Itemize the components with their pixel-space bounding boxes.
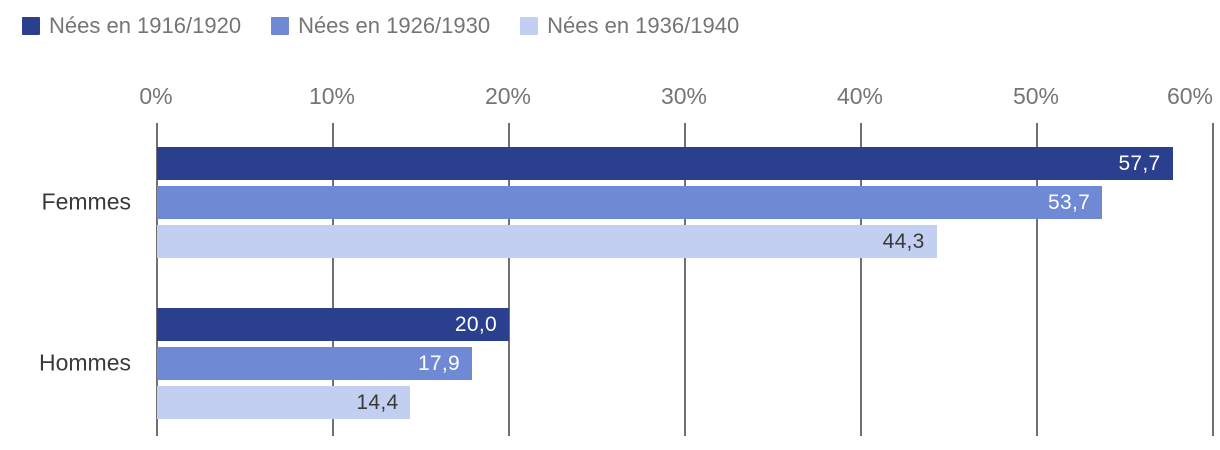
legend-item-label: Nées en 1936/1940 xyxy=(547,13,740,38)
gridline: 40% xyxy=(837,83,883,436)
bar-value-label: 14,4 xyxy=(356,390,399,414)
bar-hommes-nees-1926-1930[interactable]: 17,9 xyxy=(157,347,473,380)
legend-item-nees-1916-1920[interactable]: Nées en 1916/1920 xyxy=(22,13,241,39)
x-tick-label: 30% xyxy=(660,83,708,109)
bar-value-label: 44,3 xyxy=(882,229,925,253)
legend: Nées en 1916/1920 Nées en 1926/1930 Nées… xyxy=(22,13,739,39)
bar-value-label: 17,9 xyxy=(417,351,461,375)
gridline: 0% xyxy=(139,83,173,436)
x-tick-label: 60% xyxy=(1166,83,1213,109)
bar-value-label: 53,7 xyxy=(1048,190,1091,214)
x-tick-label: 40% xyxy=(836,83,884,109)
x-tick-label: 10% xyxy=(308,83,356,109)
bar-hommes-nees-1936-1940[interactable]: 14,4 xyxy=(157,386,411,419)
legend-item-nees-1936-1940[interactable]: Nées en 1936/1940 xyxy=(520,13,739,39)
plot-area: 0% 10% 20% 30% 40% 50% 60% 57,7 53,7 xyxy=(39,83,1214,436)
x-tick-label: 20% xyxy=(484,83,532,109)
bar-femmes-nees-1926-1930[interactable]: 53,7 xyxy=(157,186,1103,219)
bar-value-label: 57,7 xyxy=(1118,151,1161,175)
x-tick-label: 0% xyxy=(139,83,173,109)
legend-swatch-icon xyxy=(22,17,40,35)
bar-femmes-nees-1916-1920[interactable]: 57,7 xyxy=(157,147,1173,180)
gridline: 20% xyxy=(485,83,531,436)
x-tick-label: 50% xyxy=(1012,83,1060,109)
bar-hommes-nees-1916-1920[interactable]: 20,0 xyxy=(157,308,509,341)
legend-item-label: Nées en 1916/1920 xyxy=(49,13,242,38)
gridline: 60% xyxy=(1167,83,1214,436)
bar-group-hommes: 20,0 17,9 14,4 xyxy=(157,308,1213,425)
category-label-hommes: Hommes xyxy=(38,349,131,376)
bar-group-femmes: 57,7 53,7 44,3 xyxy=(157,147,1213,264)
bar-value-label: 20,0 xyxy=(454,312,497,336)
gridline: 50% xyxy=(1013,83,1059,436)
legend-swatch-icon xyxy=(520,17,539,35)
category-label-femmes: Femmes xyxy=(41,188,131,215)
legend-item-label: Nées en 1926/1930 xyxy=(298,13,491,38)
gridline: 30% xyxy=(661,83,707,436)
legend-swatch-icon xyxy=(271,17,290,35)
legend-item-nees-1926-1930[interactable]: Nées en 1926/1930 xyxy=(271,13,490,39)
bar-femmes-nees-1936-1940[interactable]: 44,3 xyxy=(157,225,937,258)
gridline: 10% xyxy=(309,83,355,436)
